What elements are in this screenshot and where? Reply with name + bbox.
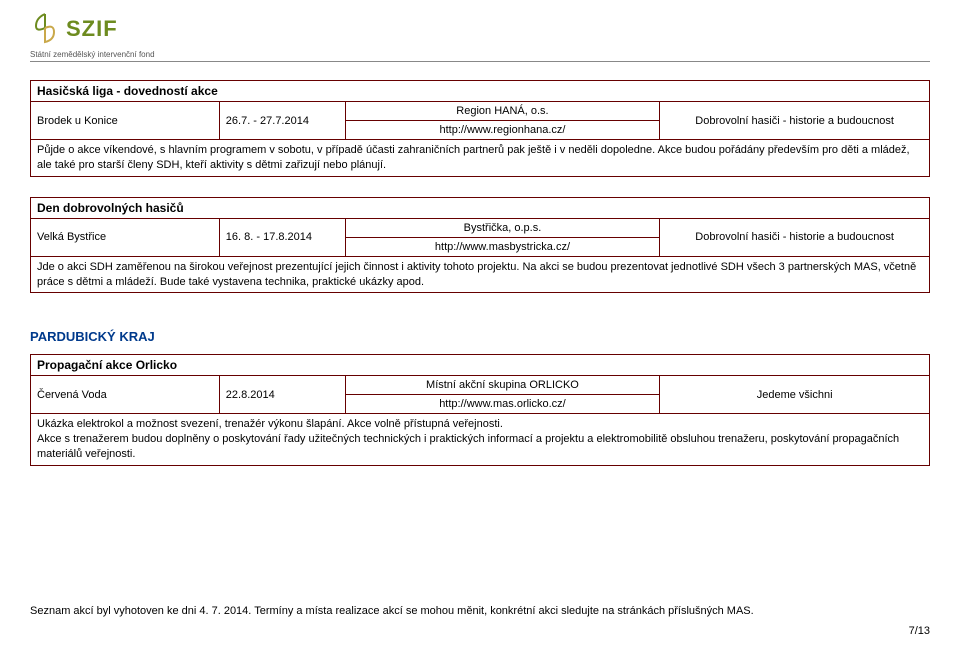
event-table-2: Den dobrovolných hasičů Velká Bystřice 1… (30, 197, 930, 294)
event-organizer: Region HANÁ, o.s. (345, 102, 660, 121)
event-date: 22.8.2014 (219, 376, 345, 414)
event-place: Červená Voda (31, 376, 220, 414)
event-organizer: Bystřička, o.p.s. (345, 218, 660, 237)
event-project: Dobrovolní hasiči - historie a budoucnos… (660, 218, 930, 256)
event-place: Brodek u Konice (31, 102, 220, 140)
header-divider (30, 61, 930, 62)
event-organizer-url: http://www.mas.orlicko.cz/ (345, 395, 660, 414)
event-title: Propagační akce Orlicko (31, 355, 930, 376)
event-date: 26.7. - 27.7.2014 (219, 102, 345, 140)
event-organizer-url: http://www.regionhana.cz/ (345, 121, 660, 140)
page-number: 7/13 (909, 625, 930, 637)
event-table-3: Propagační akce Orlicko Červená Voda 22.… (30, 354, 930, 466)
szif-logo-icon (30, 12, 60, 46)
event-project: Jedeme všichni (660, 376, 930, 414)
event-organizer-url: http://www.masbystricka.cz/ (345, 237, 660, 256)
event-organizer: Místní akční skupina ORLICKO (345, 376, 660, 395)
event-date: 16. 8. - 17.8.2014 (219, 218, 345, 256)
event-description: Půjde o akce víkendové, s hlavním progra… (31, 140, 930, 177)
logo (30, 12, 60, 46)
event-description: Ukázka elektrokol a možnost svezení, tre… (31, 414, 930, 466)
event-title: Hasičská liga - dovedností akce (31, 81, 930, 102)
section-heading: PARDUBICKÝ KRAJ (30, 329, 930, 344)
event-description: Jde o akci SDH zaměřenou na širokou veře… (31, 256, 930, 293)
event-place: Velká Bystřice (31, 218, 220, 256)
logo-text: SZIF (66, 12, 118, 40)
page-header: SZIF (30, 12, 930, 46)
event-title: Den dobrovolných hasičů (31, 197, 930, 218)
logo-subtitle: Státní zemědělský intervenční fond (30, 50, 930, 59)
footnote: Seznam akcí byl vyhotoven ke dni 4. 7. 2… (30, 605, 930, 617)
event-table-1: Hasičská liga - dovedností akce Brodek u… (30, 80, 930, 177)
event-project: Dobrovolní hasiči - historie a budoucnos… (660, 102, 930, 140)
